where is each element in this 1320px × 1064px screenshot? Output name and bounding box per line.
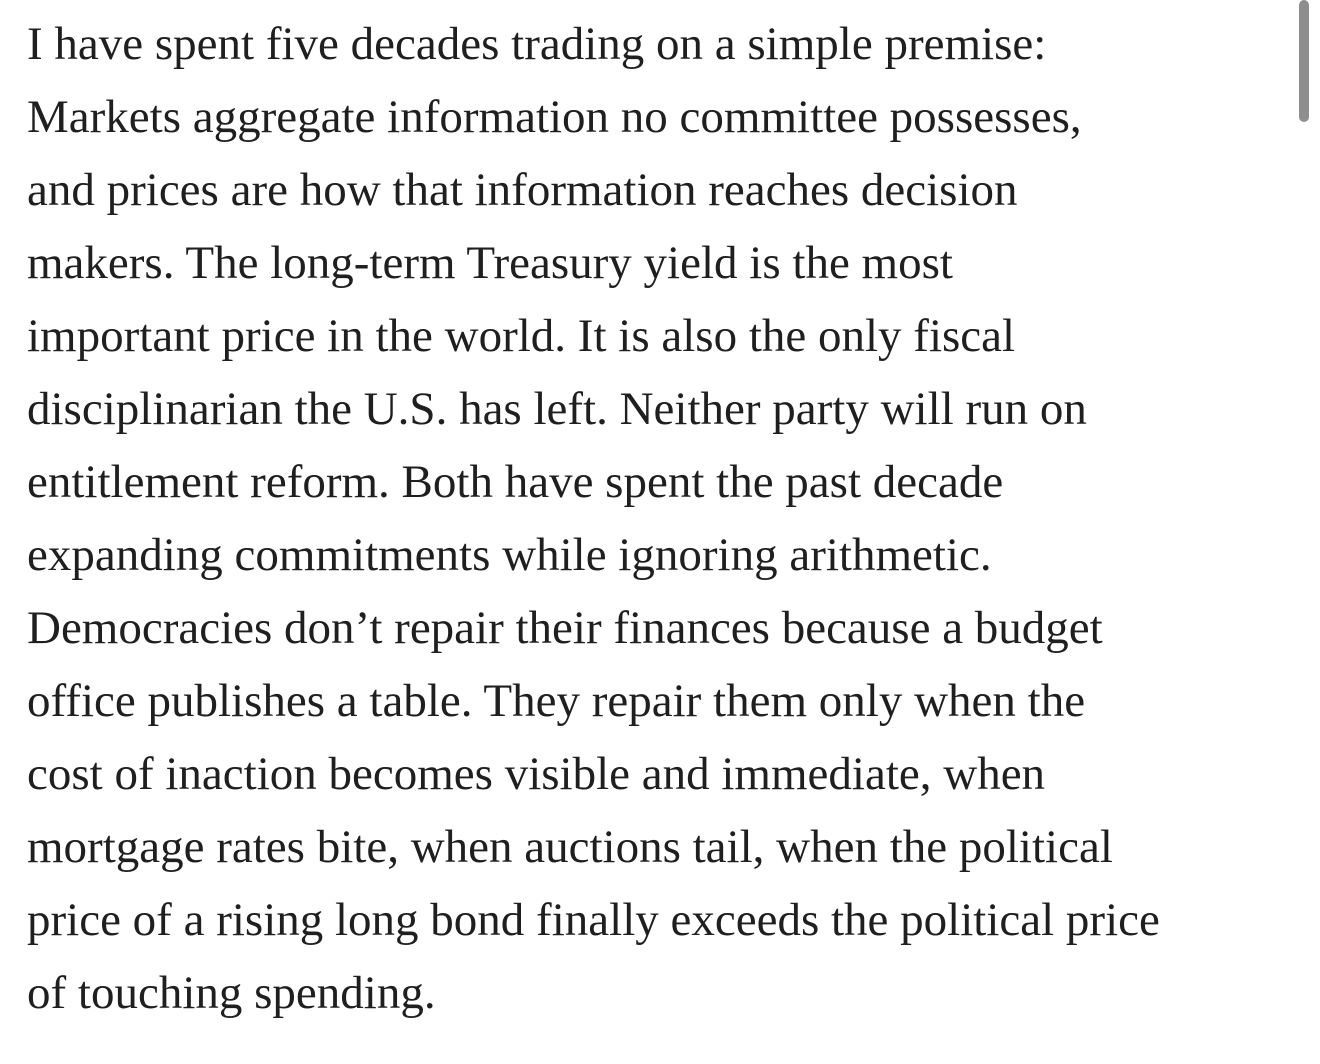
text-line: of touching spending.: [27, 967, 436, 1019]
text-line: and prices are how that information reac…: [27, 164, 1018, 216]
text-line: mortgage rates bite, when auctions tail,…: [27, 821, 1113, 873]
text-line: price of a rising long bond finally exce…: [27, 894, 1160, 946]
text-line: disciplinarian the U.S. has left. Neithe…: [27, 383, 1087, 435]
text-line: Markets aggregate information no committ…: [27, 91, 1082, 143]
scrollbar[interactable]: [1299, 0, 1309, 122]
text-line: important price in the world. It is also…: [27, 310, 1016, 362]
text-line: office publishes a table. They repair th…: [27, 675, 1086, 727]
text-line: Democracies don’t repair their finances …: [27, 602, 1103, 654]
text-line: entitlement reform. Both have spent the …: [27, 456, 1004, 508]
text-line: makers. The long-term Treasury yield is …: [27, 237, 953, 289]
text-line: I have spent five decades trading on a s…: [27, 18, 1047, 70]
text-line: expanding commitments while ignoring ari…: [27, 529, 992, 581]
article-text: I have spent five decades trading on a s…: [27, 8, 1297, 1030]
text-line: cost of inaction becomes visible and imm…: [27, 748, 1046, 800]
